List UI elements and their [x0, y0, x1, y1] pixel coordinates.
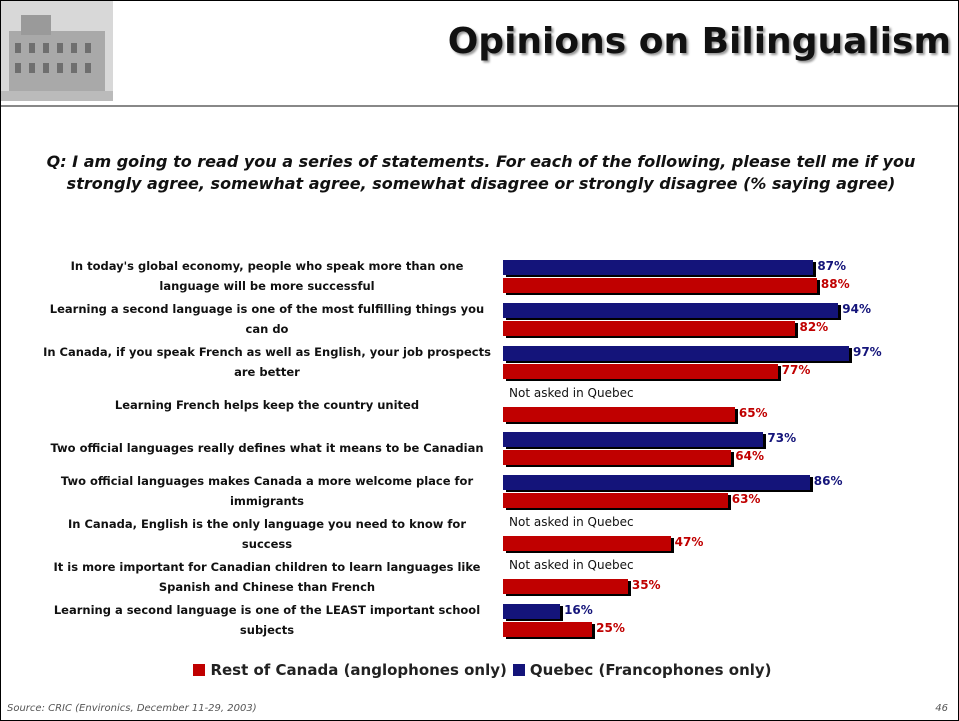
- missing-note: Not asked in Quebec: [509, 558, 634, 572]
- value-label: 63%: [731, 492, 761, 506]
- header-rule: [1, 105, 958, 107]
- value-label: 77%: [781, 363, 811, 377]
- page-number: 46: [935, 703, 948, 714]
- bar: [503, 475, 810, 490]
- bar: [503, 278, 817, 293]
- value-label: 65%: [738, 406, 768, 420]
- bar: [503, 303, 839, 318]
- bar: [503, 536, 671, 551]
- bar: [503, 604, 561, 619]
- category-label: Learning a second language is one of the…: [53, 603, 481, 637]
- legend-label: Quebec (Francophones only): [529, 661, 772, 679]
- source: Source: CRIC (Environics, December 11-29…: [7, 703, 257, 714]
- bar: [503, 622, 593, 637]
- category-label: Learning French helps keep the country u…: [114, 398, 420, 412]
- category-label: Two official languages really defines wh…: [50, 441, 484, 455]
- category-label: It is more important for Canadian childr…: [53, 560, 481, 594]
- category-label: Two official languages makes Canada a mo…: [60, 474, 474, 508]
- bar: [503, 346, 849, 361]
- value-label: 16%: [564, 603, 593, 617]
- bar: [503, 432, 764, 447]
- bar: [503, 407, 735, 422]
- legend-swatch: [512, 664, 525, 676]
- bar: [503, 260, 814, 275]
- category-label: In Canada, English is the only language …: [67, 517, 467, 551]
- missing-note: Not asked in Quebec: [509, 386, 634, 400]
- legend-swatch: [193, 664, 206, 676]
- category-label: In today's global economy, people who sp…: [70, 259, 464, 293]
- value-label: 35%: [631, 578, 661, 592]
- value-label: 97%: [852, 345, 882, 359]
- legend-label: Rest of Canada (anglophones only): [210, 661, 507, 679]
- category-label: Learning a second language is one of the…: [49, 302, 485, 336]
- value-label: 25%: [596, 621, 625, 635]
- value-label: 87%: [817, 259, 847, 273]
- bar: [503, 579, 628, 594]
- value-label: 88%: [820, 277, 850, 291]
- value-label: 73%: [767, 431, 797, 445]
- value-label: 64%: [735, 449, 765, 463]
- value-label: 47%: [674, 535, 704, 549]
- bar: [503, 450, 732, 465]
- bar: [503, 364, 778, 379]
- value-label: 94%: [842, 302, 872, 316]
- chart-title: Opinions on Bilingualism: [447, 21, 951, 62]
- missing-note: Not asked in Quebec: [509, 515, 634, 529]
- value-label: 86%: [813, 474, 843, 488]
- bar: [503, 493, 728, 508]
- category-label: In Canada, if you speak French as well a…: [43, 345, 491, 379]
- subtitle: Q: I am going to read you a series of st…: [46, 152, 916, 193]
- value-label: 82%: [799, 320, 829, 334]
- legend: Rest of Canada (anglophones only) Quebec …: [1, 661, 958, 679]
- header-photo: [1, 1, 113, 101]
- bar: [503, 321, 796, 336]
